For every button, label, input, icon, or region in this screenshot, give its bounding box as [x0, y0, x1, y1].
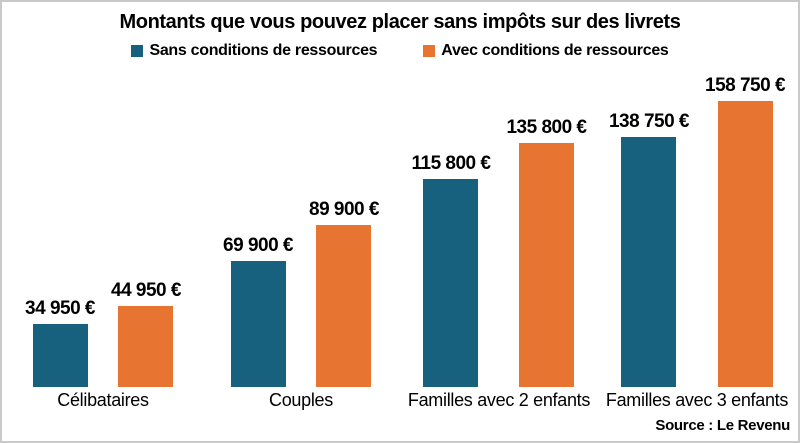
category-label: Familles avec 2 enfants [407, 390, 591, 410]
bar-column: 69 900 € [223, 235, 293, 387]
bar-avec-conditions [518, 143, 574, 387]
category-label: Couples [269, 390, 333, 410]
bar-sans-conditions [423, 179, 479, 387]
bar-column: 115 800 € [411, 153, 491, 387]
value-label: 69 900 € [223, 235, 293, 256]
value-label: 89 900 € [309, 199, 379, 220]
legend-item-avec-conditions: Avec conditions de ressources [423, 42, 669, 60]
bar-pair: 115 800 € 135 800 € [400, 63, 598, 387]
legend-label-sans-conditions: Sans conditions de ressources [149, 42, 378, 59]
bar-column: 138 750 € [608, 111, 690, 387]
value-label: 44 950 € [111, 280, 181, 301]
bar-group: 138 750 € 158 750 € Familles avec 3 enfant… [598, 63, 796, 417]
bar-group: 69 900 € 89 900 € Couples [202, 63, 400, 417]
category-label: Célibataires [57, 390, 149, 410]
bar-column: 89 900 € [309, 199, 379, 387]
value-label: 158 750 € [705, 75, 786, 96]
value-label: 34 950 € [25, 298, 95, 319]
bar-avec-conditions [316, 225, 372, 387]
legend-swatch-blue-icon [131, 45, 144, 57]
value-label: 138 750 € [608, 111, 690, 132]
value-label: 135 800 € [506, 117, 587, 138]
value-label: 115 800 € [411, 153, 491, 174]
bar-column: 135 800 € [506, 117, 587, 387]
bar-sans-conditions [621, 137, 677, 387]
bar-chart: 34 950 € 44 950 € Célibataires 69 900 € 89 9… [2, 63, 798, 417]
chart-title: Montants que vous pouvez placer sans imp… [119, 11, 681, 33]
bar-sans-conditions [230, 261, 286, 387]
bar-column: 44 950 € [111, 280, 181, 387]
source-credit: Source : Le Revenu [655, 417, 790, 434]
bar-pair: 138 750 € 158 750 € [598, 63, 796, 387]
bar-pair: 69 900 € 89 900 € [202, 63, 400, 387]
bar-group: 34 950 € 44 950 € Célibataires [4, 63, 202, 417]
legend: Sans conditions de ressources Avec condi… [2, 39, 798, 63]
bar-avec-conditions [118, 306, 174, 387]
bar-column: 34 950 € [25, 298, 95, 387]
legend-item-sans-conditions: Sans conditions de ressources [131, 42, 378, 60]
bar-group: 115 800 € 135 800 € Familles avec 2 enfant… [400, 63, 598, 417]
bar-pair: 34 950 € 44 950 € [4, 63, 202, 387]
legend-swatch-orange-icon [423, 45, 436, 57]
category-label: Familles avec 3 enfants [605, 390, 789, 410]
bar-avec-conditions [717, 101, 773, 387]
bar-column: 158 750 € [705, 75, 786, 387]
legend-label-avec-conditions: Avec conditions de ressources [441, 42, 669, 59]
bar-sans-conditions [32, 324, 88, 387]
